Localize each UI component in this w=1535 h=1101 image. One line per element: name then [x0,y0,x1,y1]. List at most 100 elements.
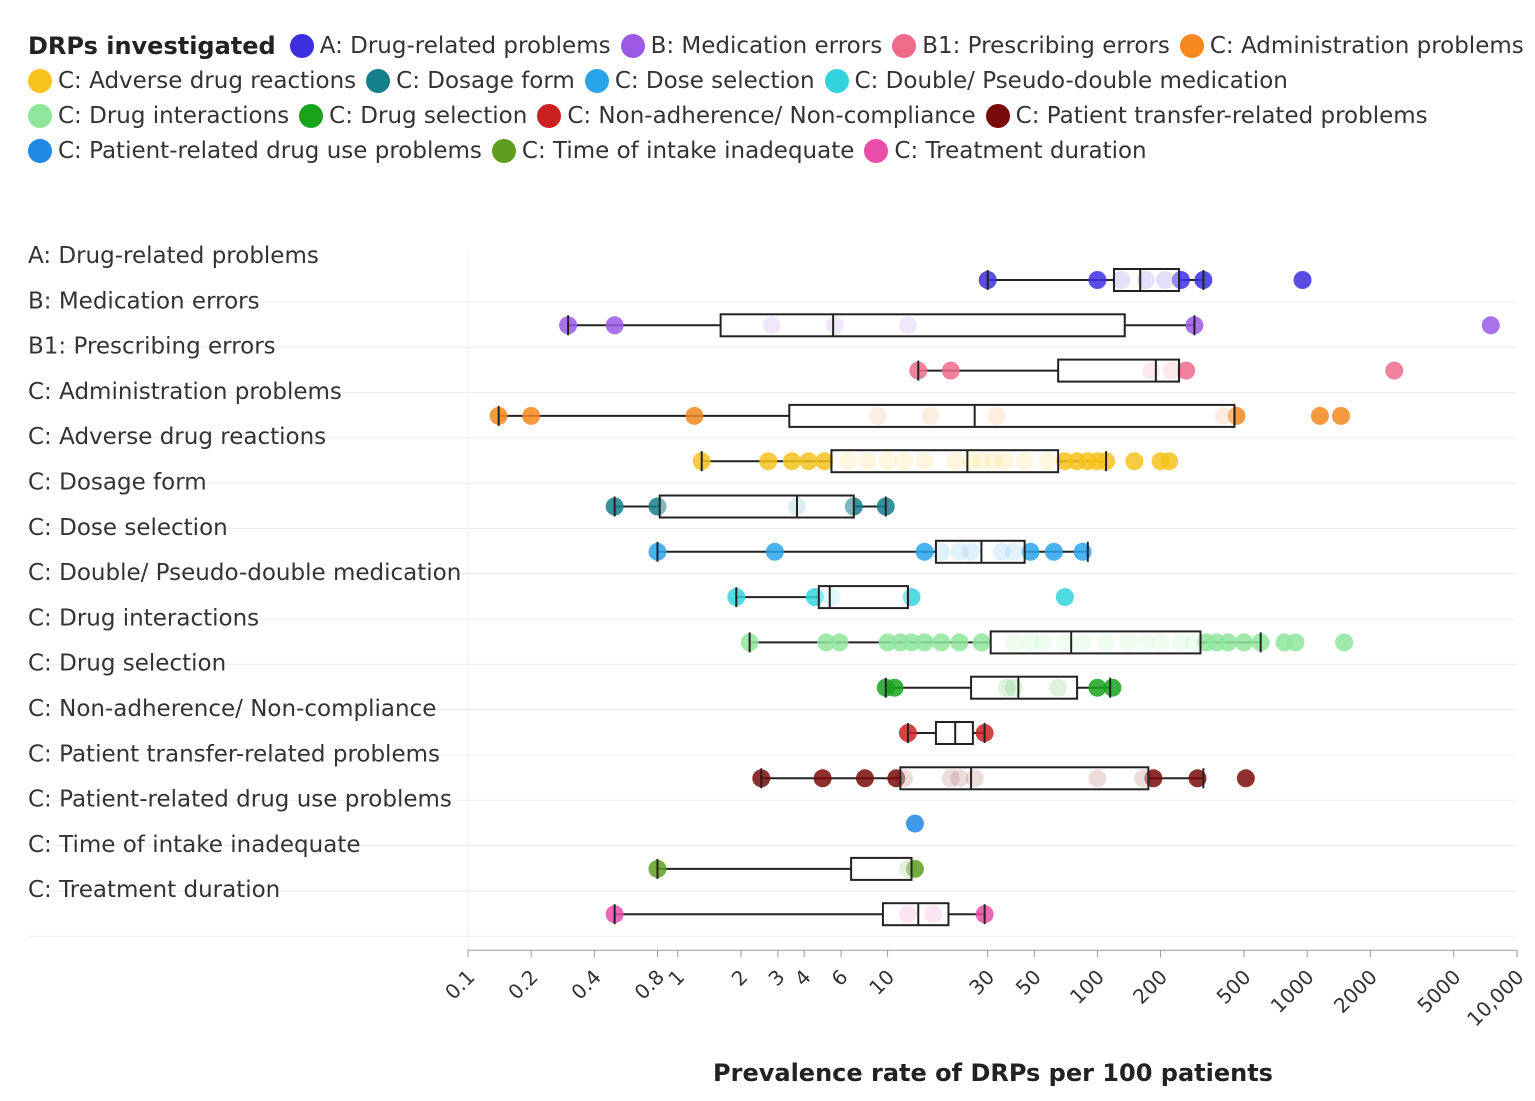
x-tick-label: 5000 [1412,965,1465,1018]
legend-item-dosage-form[interactable]: C: Dosage form [366,68,575,94]
category-label: C: Dose selection [28,515,228,541]
x-tick-label: 500 [1212,965,1256,1009]
data-point [1088,769,1107,788]
category-label: C: Administration problems [28,379,342,405]
legend-swatch [584,68,609,93]
data-point [1021,633,1040,652]
x-tick-label: 1000 [1266,965,1319,1018]
x-tick-label: 1 [663,965,689,991]
x-tick-label: 0.4 [566,965,605,1004]
legend-label: C: Patient-related drug use problems [58,137,482,164]
data-point [1286,633,1305,652]
data-point [972,452,991,471]
series-row [752,766,1255,791]
data-point [1235,633,1254,652]
data-point [1088,271,1107,289]
legend-item-patient-related-use[interactable]: C: Patient-related drug use problems [28,138,482,164]
x-axis-title: Prevalence rate of DRPs per 100 patients [713,1059,1273,1087]
data-point [830,633,849,652]
data-point [1160,452,1179,471]
legend-row: C: Patient-related drug use problems C: … [28,133,1523,168]
series-row [605,494,895,519]
data-point [1033,633,1052,652]
legend-item-double-medication[interactable]: C: Double/ Pseudo-double medication [824,68,1288,94]
iqr-box [881,902,950,927]
legend-item-adverse-drug-reactions[interactable]: C: Adverse drug reactions [28,68,356,94]
data-point [1038,452,1057,471]
x-tick-label: 0.1 [440,965,479,1004]
iqr-box [850,856,913,881]
data-point [962,542,981,561]
data-point [1055,633,1074,652]
legend-item-administration-problems[interactable]: C: Administration problems [1179,32,1524,59]
data-point [921,406,940,425]
data-point [1162,361,1181,380]
data-point [822,588,841,607]
legend-swatch [28,103,52,128]
data-point [987,406,1006,425]
data-point [915,542,934,561]
data-point [1044,542,1063,561]
legend-item-prescribing-errors[interactable]: B1: Prescribing errors [892,33,1170,59]
data-point [1136,633,1155,652]
iqr-box [934,539,1026,564]
data-point [799,452,818,471]
legend-item-patient-transfer[interactable]: C: Patient transfer-related problems [985,102,1428,129]
data-point [869,406,888,425]
x-tick-label: 100 [1065,965,1109,1009]
category-label: C: Patient-related drug use problems [28,787,452,813]
data-point [932,633,951,652]
data-point [1015,452,1034,471]
legend-swatch [28,68,52,93]
data-point [1004,542,1023,561]
legend-item-time-of-intake[interactable]: C: Time of intake inadequate [491,137,855,164]
legend-title: DRPs investigated [28,31,276,60]
data-point [992,542,1011,561]
data-point [1073,633,1092,652]
data-point [815,452,834,471]
legend-item-drug-interactions[interactable]: C: Drug interactions [28,103,289,129]
iqr-box [1057,358,1181,383]
iqr-box [719,313,1126,338]
legend-swatch [1179,33,1204,58]
category-label: C: Adverse drug reactions [28,424,326,450]
legend-item-treatment-duration[interactable]: C: Treatment duration [864,138,1147,164]
x-tick-label: 4 [790,965,816,991]
iqr-box [989,630,1202,655]
data-point [1088,678,1107,697]
iqr-box [970,675,1079,700]
plot-area [489,268,1500,927]
series-row [740,630,1354,655]
data-point [522,406,541,425]
legend-swatch [824,68,849,93]
data-point [905,814,924,833]
legend-item-medication-errors[interactable]: B: Medication errors [620,33,882,59]
series-row [559,313,1500,338]
iqr-box [658,494,855,519]
legend-item-drug-selection[interactable]: C: Drug selection [299,103,527,129]
x-tick-label: 6 [827,965,853,991]
data-point [1332,406,1351,425]
iqr-box [788,403,1236,428]
legend: DRPs investigated A: Drug-related proble… [28,28,1524,168]
series-row [978,268,1312,292]
legend-item-drug-related-problems[interactable]: A: Drug-related problems [289,33,611,59]
legend-label: C: Administration problems [1209,32,1524,59]
legend-item-dose-selection[interactable]: C: Dose selection [584,68,815,94]
legend-item-non-adherence[interactable]: C: Non-adherence/ Non-compliance [537,103,976,129]
x-axis: 0.1 0.2 0.4 0.81 2 3 4 6 10 30 50 100 200 500 1000 2000… [440,949,1529,1031]
legend-swatch [299,103,324,128]
data-point [1214,406,1233,425]
series-row [898,721,994,745]
data-point [941,361,960,380]
x-tick-label: 3 [763,965,789,991]
data-point [1112,271,1131,289]
data-point [1103,678,1122,697]
data-point [946,452,965,471]
legend-label: C: Patient transfer-related problems [1015,102,1428,129]
data-point [895,452,914,471]
data-point [685,406,704,425]
series-row [489,403,1351,428]
series-row [605,902,994,927]
legend-label: C: Time of intake inadequate [521,137,855,164]
